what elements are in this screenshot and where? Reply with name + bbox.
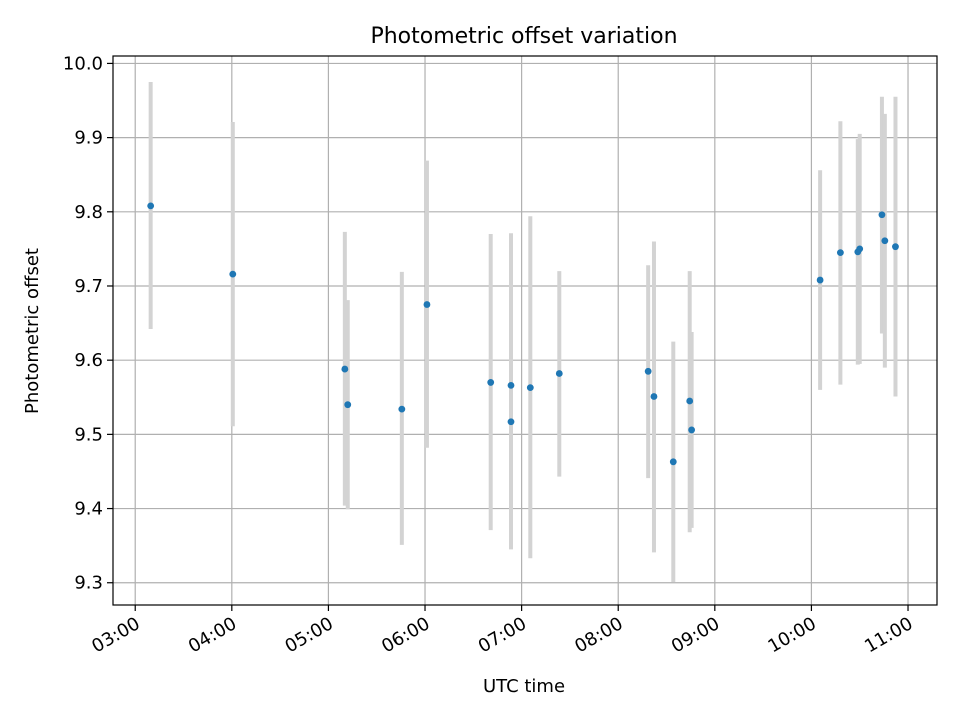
y-tick-label: 9.7: [74, 276, 103, 297]
data-point: [147, 202, 155, 210]
data-point: [878, 211, 886, 219]
data-point: [555, 370, 563, 377]
data-point: [487, 379, 495, 386]
data-point: [229, 270, 237, 278]
data-points: [147, 202, 899, 466]
y-tick-label: 9.8: [74, 202, 103, 223]
data-point: [507, 418, 515, 426]
data-point: [423, 301, 431, 308]
plot-frame: [112, 55, 938, 606]
data-point: [688, 426, 696, 434]
x-axis-label: UTC time: [483, 676, 565, 697]
y-tick-label: 9.6: [74, 350, 103, 371]
data-point: [892, 243, 899, 251]
data-point: [398, 405, 406, 413]
data-point: [856, 245, 864, 253]
data-point: [686, 397, 694, 405]
y-axis-label: Photometric offset: [22, 248, 43, 414]
data-point: [881, 237, 889, 245]
data-point: [650, 393, 658, 400]
data-point: [836, 249, 844, 257]
y-tick-label: 9.5: [74, 424, 103, 445]
y-tick-label: 9.9: [74, 128, 103, 149]
data-point: [341, 365, 349, 373]
y-axis-ticks: 9.3 9.4 9.5 9.6 9.7 9.8 9.9 10.0: [63, 53, 113, 594]
data-point: [669, 458, 677, 466]
chart-title: Photometric offset variation: [370, 24, 677, 49]
data-point: [344, 401, 352, 409]
y-tick-label: 9.3: [74, 573, 103, 594]
data-point: [644, 367, 652, 375]
y-tick-label: 10.0: [63, 53, 103, 74]
data-point: [507, 382, 515, 389]
grid: [113, 56, 937, 605]
data-point: [526, 384, 534, 392]
y-tick-label: 9.4: [74, 499, 103, 520]
data-point: [816, 276, 824, 284]
